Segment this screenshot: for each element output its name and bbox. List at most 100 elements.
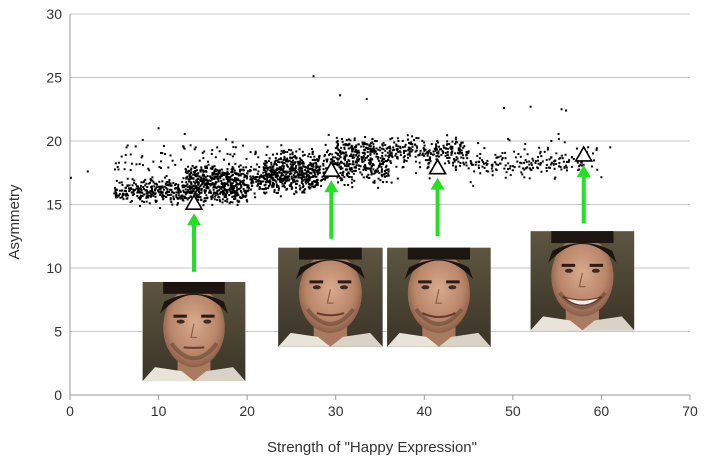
data-point [181, 180, 184, 183]
data-point [341, 151, 344, 154]
data-point [147, 167, 150, 170]
data-point [265, 170, 268, 173]
data-point [444, 162, 447, 165]
data-point [497, 156, 500, 159]
data-point [172, 197, 175, 200]
data-point [210, 195, 213, 198]
data-point [264, 169, 267, 172]
data-point [521, 173, 524, 176]
data-point [275, 176, 278, 179]
data-point [362, 176, 365, 179]
data-point [228, 178, 231, 181]
data-point [156, 183, 159, 186]
data-point [308, 183, 311, 186]
data-point [351, 149, 354, 152]
data-point [270, 163, 273, 166]
data-point [171, 159, 174, 162]
data-point [391, 149, 394, 152]
data-point [185, 181, 188, 184]
data-point [491, 163, 494, 166]
data-point [162, 145, 165, 148]
data-point [139, 196, 142, 199]
data-point [312, 150, 315, 153]
data-point [272, 169, 275, 172]
data-point [232, 185, 235, 188]
data-point [534, 161, 537, 164]
data-point [292, 174, 295, 177]
data-point [252, 175, 255, 178]
data-point [277, 174, 280, 177]
data-point [231, 165, 234, 168]
data-point [205, 194, 208, 197]
data-point [160, 167, 163, 170]
data-point [236, 191, 239, 194]
data-point [176, 197, 179, 200]
data-point [249, 178, 252, 181]
data-point [350, 176, 353, 179]
data-point [372, 143, 375, 146]
data-point [346, 168, 349, 171]
data-point [450, 148, 453, 151]
data-point [240, 173, 243, 176]
data-point [331, 153, 334, 156]
data-point [414, 150, 417, 153]
data-point [281, 185, 284, 188]
data-point [189, 144, 192, 147]
data-point [373, 170, 376, 173]
data-point [184, 171, 187, 174]
data-point [308, 179, 311, 182]
data-point [345, 173, 348, 176]
data-point [338, 162, 341, 165]
data-point [401, 146, 404, 149]
data-point [587, 146, 590, 149]
y-tick-label: 5 [54, 324, 62, 340]
data-point [270, 173, 273, 176]
data-point [550, 161, 553, 164]
data-point [421, 139, 424, 142]
data-point [433, 147, 436, 150]
data-point [240, 168, 243, 171]
data-point [284, 179, 287, 182]
data-point [230, 171, 233, 174]
data-point [407, 149, 410, 152]
data-point [214, 156, 217, 159]
data-point [189, 181, 192, 184]
data-point [205, 182, 208, 185]
data-point [316, 180, 319, 183]
data-point [454, 142, 457, 145]
data-point [227, 188, 230, 191]
data-point [253, 192, 256, 195]
data-point [223, 171, 226, 174]
data-point [242, 188, 245, 191]
data-point [351, 186, 354, 189]
data-point [209, 184, 212, 187]
data-point [142, 186, 145, 189]
data-point [291, 153, 294, 156]
data-point [482, 162, 485, 165]
data-point [344, 159, 347, 162]
data-point [529, 168, 532, 171]
data-point [150, 186, 153, 189]
data-point [381, 143, 384, 146]
data-point [145, 182, 148, 185]
data-point [167, 166, 170, 169]
data-point [149, 195, 152, 198]
data-point [193, 148, 196, 151]
data-point [223, 191, 226, 194]
data-point [208, 175, 211, 178]
data-point [568, 159, 571, 162]
data-point [242, 166, 245, 169]
data-point [371, 150, 374, 153]
data-point [399, 145, 402, 148]
data-point [451, 140, 454, 143]
data-point [291, 166, 294, 169]
data-point [289, 172, 292, 175]
data-point [312, 163, 315, 166]
data-point [264, 186, 267, 189]
data-point [245, 189, 248, 192]
data-point [270, 175, 273, 178]
data-point [264, 162, 267, 165]
data-point [169, 198, 172, 201]
data-point [286, 179, 289, 182]
data-point [114, 187, 117, 190]
